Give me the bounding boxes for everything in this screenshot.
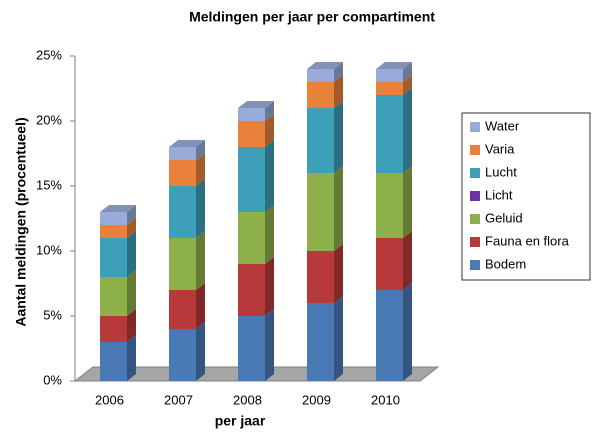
legend-swatch: [470, 122, 480, 132]
bar-segment: [169, 147, 196, 160]
bar-segment: [238, 121, 265, 147]
bar-side: [403, 88, 412, 173]
legend-label: Geluid: [485, 210, 523, 225]
bar-side: [127, 231, 136, 277]
bar-top: [169, 140, 205, 147]
bar-segment: [169, 290, 196, 329]
bar-top: [100, 205, 136, 212]
y-axis-title: Aantal meldingen (procentueel): [13, 117, 29, 326]
bar-side: [196, 179, 205, 238]
bar-side: [265, 205, 274, 264]
bar-side: [265, 309, 274, 381]
bar-segment: [100, 225, 127, 238]
bar-segment: [100, 277, 127, 316]
y-tick-label: 20%: [36, 112, 62, 127]
legend-swatch: [470, 191, 480, 201]
y-tick-label: 15%: [36, 177, 62, 192]
bar-side: [334, 166, 343, 251]
y-tick-label: 0%: [43, 372, 62, 387]
bar-top: [376, 62, 412, 69]
y-tick-label: 25%: [36, 47, 62, 62]
y-tick-label: 5%: [43, 307, 62, 322]
bar-segment: [169, 186, 196, 238]
bar-side: [265, 140, 274, 212]
legend-label: Water: [485, 118, 520, 133]
bar-side: [334, 244, 343, 303]
bar-segment: [238, 147, 265, 212]
bar-segment: [307, 303, 334, 381]
bar-side: [334, 296, 343, 381]
bar-segment: [169, 160, 196, 186]
legend-swatch: [470, 214, 480, 224]
bar-side: [127, 270, 136, 316]
bar-top: [238, 101, 274, 108]
legend-swatch: [470, 168, 480, 178]
bar-segment: [307, 69, 334, 82]
x-tick-label: 2007: [164, 392, 193, 407]
x-tick-label: 2008: [233, 392, 262, 407]
bar-side: [196, 283, 205, 329]
bar-side: [196, 140, 205, 160]
legend-swatch: [470, 260, 480, 270]
bar-side: [403, 62, 412, 82]
bar-segment: [376, 95, 403, 173]
bar-segment: [100, 212, 127, 225]
bar-segment: [238, 264, 265, 316]
bar-side: [196, 322, 205, 381]
bar-side: [265, 114, 274, 147]
bar-side: [334, 75, 343, 108]
x-tick-label: 2009: [302, 392, 331, 407]
bar-segment: [376, 173, 403, 238]
legend-swatch: [470, 145, 480, 155]
bar-segment: [169, 238, 196, 290]
bar-side: [403, 75, 412, 95]
bar-segment: [307, 82, 334, 108]
legend-label: Bodem: [485, 256, 526, 271]
chart-title: Meldingen per jaar per compartiment: [189, 9, 435, 25]
bar-side: [403, 166, 412, 238]
bar-side: [127, 205, 136, 225]
legend-label: Lucht: [485, 164, 517, 179]
bar-segment: [238, 212, 265, 264]
bar-segment: [238, 316, 265, 381]
bar-side: [334, 62, 343, 82]
bar-segment: [376, 290, 403, 381]
legend-label: Varia: [485, 141, 515, 156]
bar-side: [196, 231, 205, 290]
bar-segment: [238, 108, 265, 121]
bar-segment: [376, 69, 403, 82]
x-tick-label: 2010: [371, 392, 400, 407]
x-axis-title: per jaar: [215, 413, 266, 429]
bar-side: [334, 101, 343, 173]
bar-side: [403, 231, 412, 290]
bar-side: [127, 309, 136, 342]
bar-segment: [100, 342, 127, 381]
bar-side: [127, 218, 136, 238]
legend-swatch: [470, 237, 480, 247]
legend-label: Fauna en flora: [485, 233, 570, 248]
bar-segment: [376, 82, 403, 95]
bar-segment: [307, 173, 334, 251]
x-tick-label: 2006: [95, 392, 124, 407]
bar-segment: [307, 108, 334, 173]
bar-segment: [376, 238, 403, 290]
bar-side: [127, 335, 136, 381]
y-tick-label: 10%: [36, 242, 62, 257]
legend-box: [461, 112, 591, 281]
bar-side: [196, 153, 205, 186]
bar-segment: [307, 251, 334, 303]
legend-label: Licht: [485, 187, 513, 202]
bar-side: [265, 101, 274, 121]
bar-top: [307, 62, 343, 69]
bar-segment: [169, 329, 196, 381]
bar-side: [403, 283, 412, 381]
bar-side: [265, 257, 274, 316]
bar-segment: [100, 238, 127, 277]
bar-segment: [100, 316, 127, 342]
